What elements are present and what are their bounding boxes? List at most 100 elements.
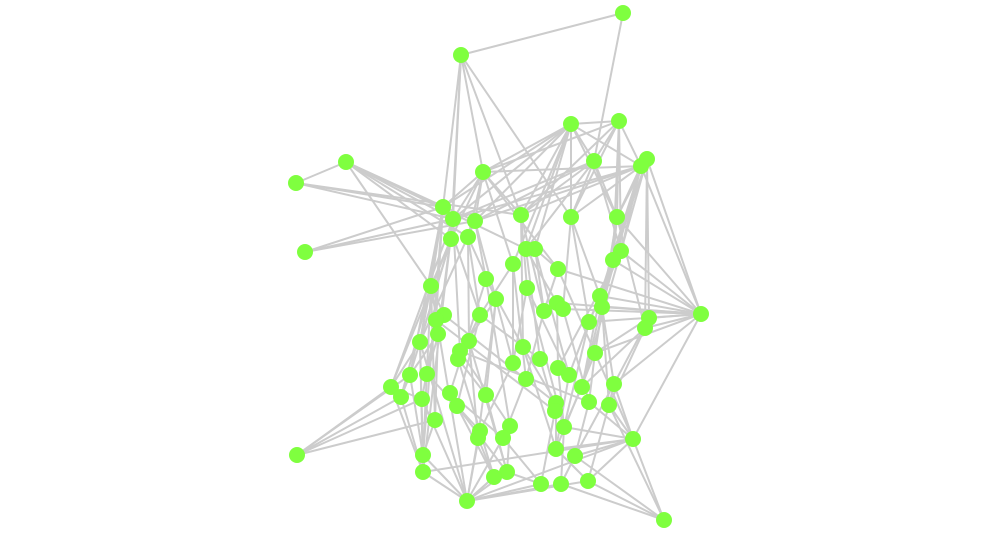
graph-edge xyxy=(616,216,646,329)
graph-node xyxy=(567,448,583,464)
graph-edge xyxy=(557,268,596,354)
graph-edge xyxy=(450,54,462,240)
graph-edge xyxy=(520,214,524,348)
graph-node xyxy=(467,213,483,229)
graph-edge xyxy=(534,248,545,312)
graph-edge xyxy=(593,12,624,162)
graph-node xyxy=(453,47,469,63)
graph-edge xyxy=(456,314,481,407)
graph-edge xyxy=(482,123,572,173)
graph-node xyxy=(615,5,631,21)
graph-edge xyxy=(474,123,572,222)
graph-node xyxy=(460,229,476,245)
graph-node xyxy=(412,334,428,350)
graph-edge xyxy=(560,483,665,521)
graph-edge xyxy=(644,313,702,329)
graph-edge xyxy=(620,250,702,315)
graph-node xyxy=(625,431,641,447)
graph-edge xyxy=(540,410,556,485)
graph-edge xyxy=(466,438,634,502)
graph-edge xyxy=(460,54,484,173)
graph-node xyxy=(430,326,446,342)
graph-edge xyxy=(482,171,514,265)
graph-edge xyxy=(296,396,402,456)
graph-node xyxy=(419,366,435,382)
graph-edge xyxy=(295,161,347,184)
graph-edge xyxy=(593,160,622,252)
graph-node xyxy=(532,351,548,367)
graph-edge xyxy=(479,314,541,360)
graph-edge xyxy=(477,298,497,439)
graph-node xyxy=(561,367,577,383)
graph-edge xyxy=(587,438,634,482)
graph-node xyxy=(478,387,494,403)
graph-edge xyxy=(422,218,454,473)
graph-edge xyxy=(442,171,484,208)
graph-edge xyxy=(588,352,596,403)
graph-edge xyxy=(618,120,642,167)
graph-edge xyxy=(570,216,601,297)
graph-edge xyxy=(430,285,436,421)
graph-node xyxy=(574,379,590,395)
graph-edge xyxy=(526,287,570,376)
graph-edge xyxy=(557,268,702,315)
graph-edge xyxy=(296,419,436,456)
graph-node xyxy=(581,394,597,410)
graph-node xyxy=(402,367,418,383)
graph-edge xyxy=(467,236,470,342)
graph-node xyxy=(563,209,579,225)
graph-node xyxy=(495,430,511,446)
graph-node xyxy=(478,271,494,287)
graph-node xyxy=(428,312,444,328)
graph-node xyxy=(486,469,502,485)
graph-edge xyxy=(460,54,522,216)
graph-edge xyxy=(587,480,665,521)
graph-edge xyxy=(457,358,495,478)
graph-edge xyxy=(599,295,702,315)
graph-node xyxy=(513,207,529,223)
graph-edge xyxy=(474,160,595,222)
graph-edge xyxy=(608,327,646,406)
graph-edge xyxy=(422,454,468,502)
graph-node xyxy=(459,493,475,509)
graph-node xyxy=(533,476,549,492)
graph-edge xyxy=(570,120,620,125)
graph-node xyxy=(656,512,672,528)
graph-node xyxy=(415,464,431,480)
graph-edge xyxy=(512,263,527,380)
graph-edge xyxy=(482,120,620,173)
graph-edge xyxy=(534,248,570,376)
graph-node xyxy=(637,320,653,336)
graph-edge xyxy=(612,259,702,315)
graph-node xyxy=(502,418,518,434)
graph-edge xyxy=(646,158,650,319)
graph-edge xyxy=(525,248,541,360)
graph-node xyxy=(580,473,596,489)
graph-node xyxy=(393,389,409,405)
graph-node xyxy=(515,339,531,355)
graph-node xyxy=(288,175,304,191)
graph-edge xyxy=(452,171,484,220)
graph-edge xyxy=(304,220,476,253)
graph-node xyxy=(556,419,572,435)
graph-edge xyxy=(452,160,595,220)
graph-node xyxy=(586,153,602,169)
graph-edge xyxy=(482,165,642,173)
graph-node xyxy=(609,209,625,225)
graph-node xyxy=(445,211,461,227)
graph-node xyxy=(555,301,571,317)
graph-node xyxy=(289,447,305,463)
graph-node xyxy=(499,464,515,480)
graph-edge xyxy=(442,54,462,208)
graph-edge xyxy=(443,314,557,404)
graph-node xyxy=(536,303,552,319)
graph-edge xyxy=(556,302,702,315)
graph-node xyxy=(297,244,313,260)
graph-edge xyxy=(468,340,508,473)
graph-node xyxy=(505,256,521,272)
graph-edge xyxy=(574,401,590,457)
graph-edge xyxy=(479,263,514,316)
graph-node xyxy=(587,345,603,361)
graph-node xyxy=(606,376,622,392)
graph-node xyxy=(475,164,491,180)
